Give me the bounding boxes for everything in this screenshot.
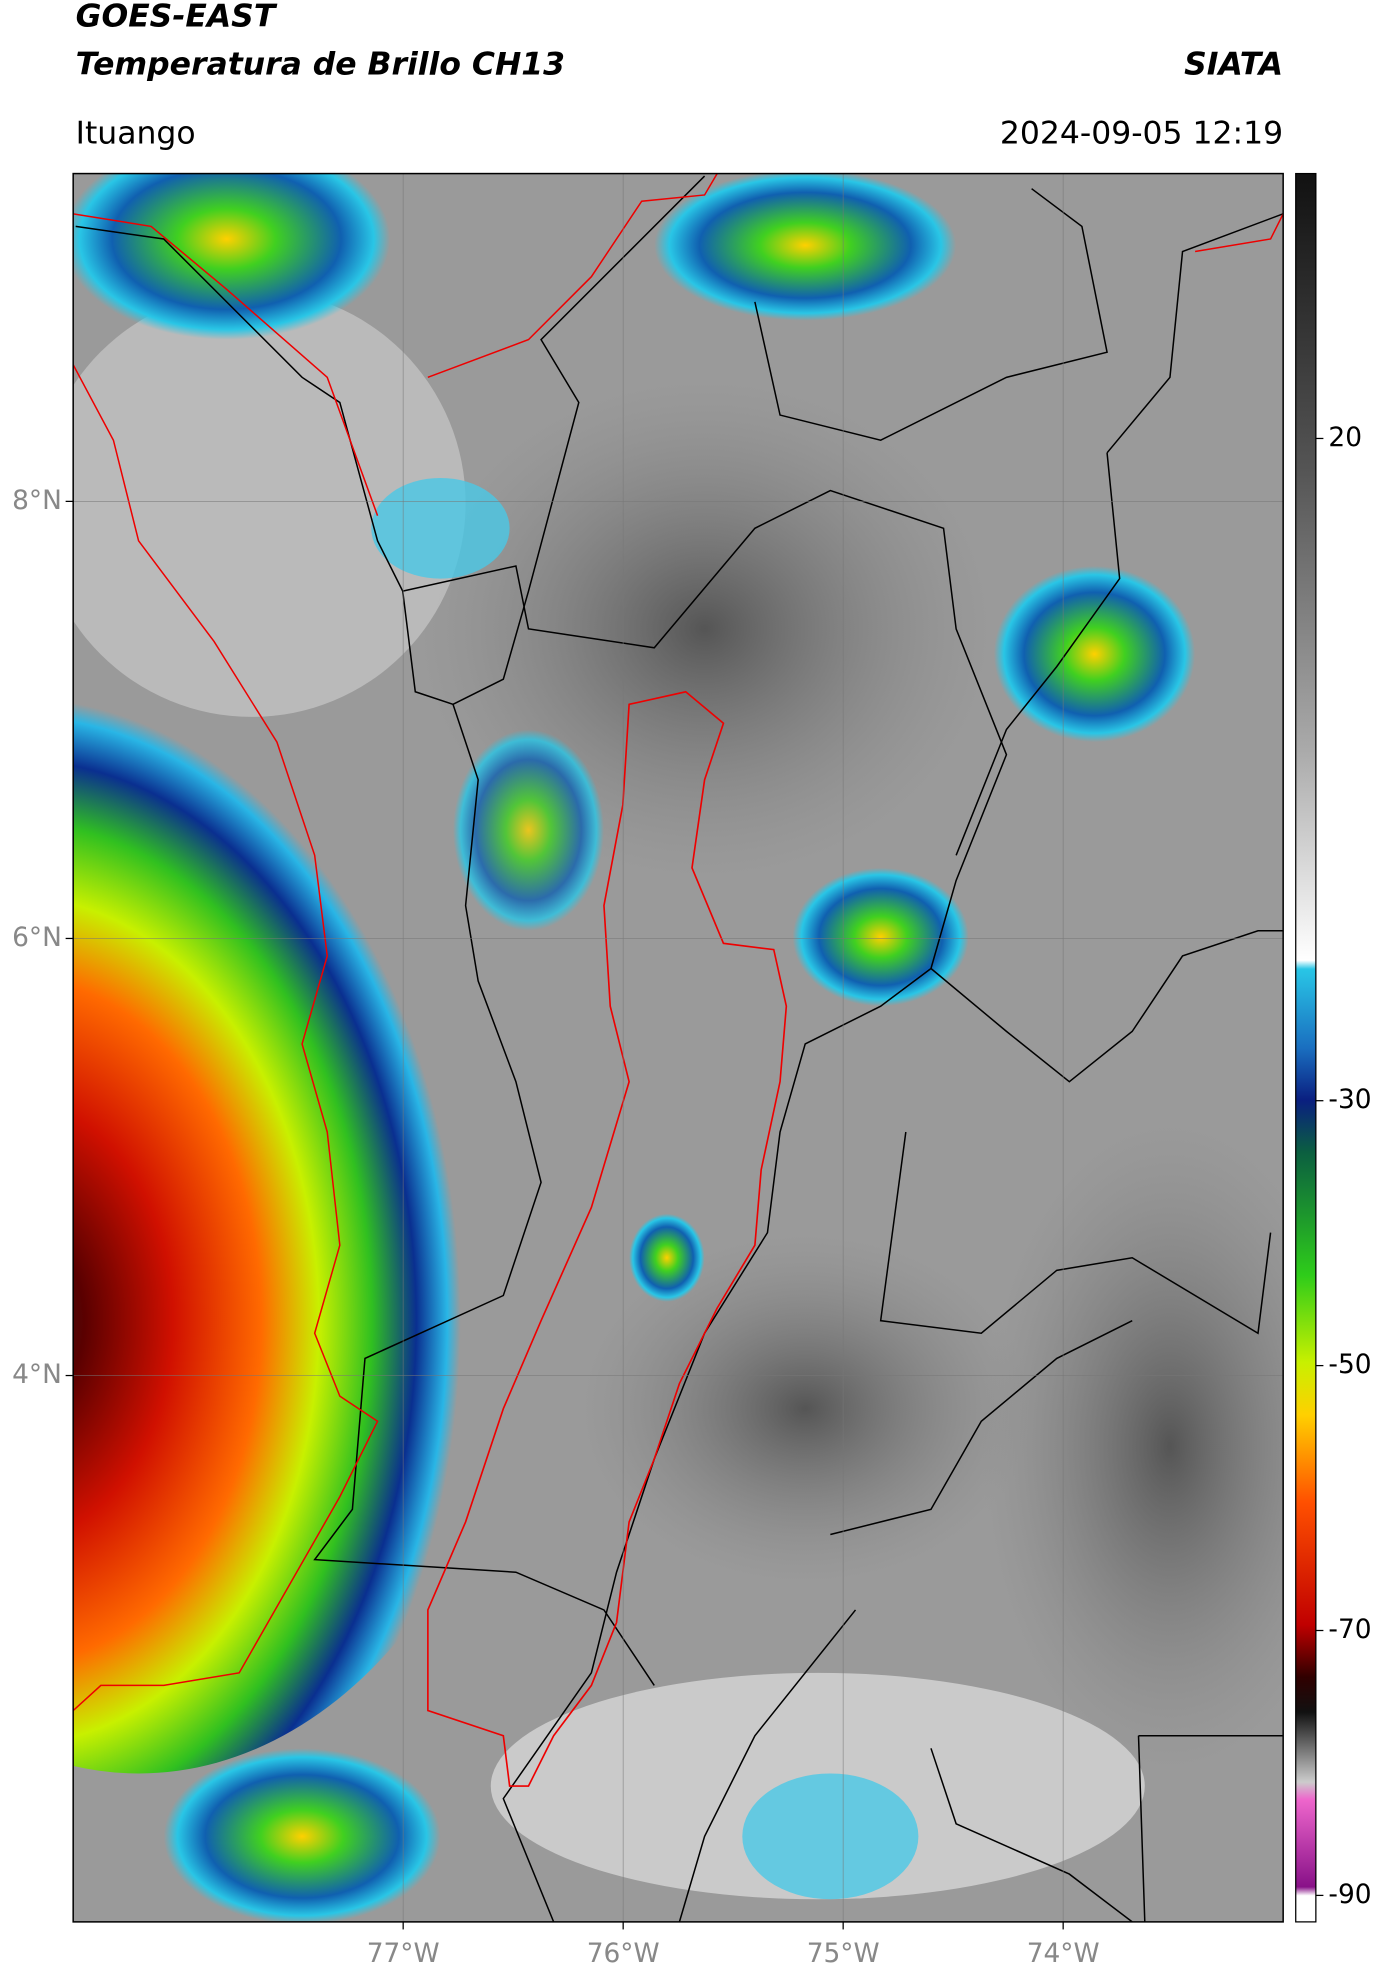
colorbar-label: 20 (1328, 422, 1362, 453)
convective-cell (163, 1748, 441, 1922)
subtitle: Temperatura de Brillo CH13 (76, 46, 565, 82)
coastline (73, 364, 379, 1712)
cold-cloud (742, 1773, 919, 1900)
convective-cell (73, 173, 391, 340)
cloud-shade (981, 1119, 1284, 1774)
map-imagery (73, 173, 1284, 1922)
brand: SIATA (1184, 46, 1283, 82)
border (313, 704, 655, 1686)
cold-cloud (371, 477, 510, 579)
cloud-shade (578, 1232, 1032, 1585)
datetime: 2024-09-05 12:19 (1000, 116, 1283, 152)
x-tick-label: 76°W (587, 1938, 660, 1969)
convective-cell (629, 1213, 705, 1302)
storm-system (73, 641, 541, 1774)
watershed-outline (427, 690, 788, 1787)
colorbar (1295, 172, 1317, 1923)
border (678, 930, 1284, 1922)
convective-cell (993, 566, 1196, 743)
border (754, 188, 1284, 856)
x-tick-label: 74°W (1027, 1938, 1100, 1969)
title: GOES-EAST (76, 0, 278, 35)
colorbar-label: -70 (1328, 1614, 1371, 1645)
y-tick-label: 8°N (12, 485, 62, 516)
x-tick-label: 75°W (807, 1938, 880, 1969)
coastline (73, 173, 1284, 516)
y-tick-label: 4°N (12, 1359, 62, 1390)
border (75, 175, 706, 706)
colorbar-label: -90 (1328, 1879, 1371, 1910)
convective-cell (654, 173, 957, 321)
convective-cell (792, 867, 969, 1007)
map-frame (72, 172, 1284, 1923)
cloud-shade (73, 289, 466, 717)
colorbar-label: -30 (1328, 1084, 1371, 1115)
convective-cell (453, 729, 604, 931)
colorbar-label: -50 (1328, 1349, 1371, 1380)
y-tick-label: 6°N (12, 922, 62, 953)
graticule (73, 173, 1284, 1922)
x-tick-label: 77°W (367, 1938, 440, 1969)
location: Ituango (76, 116, 196, 152)
